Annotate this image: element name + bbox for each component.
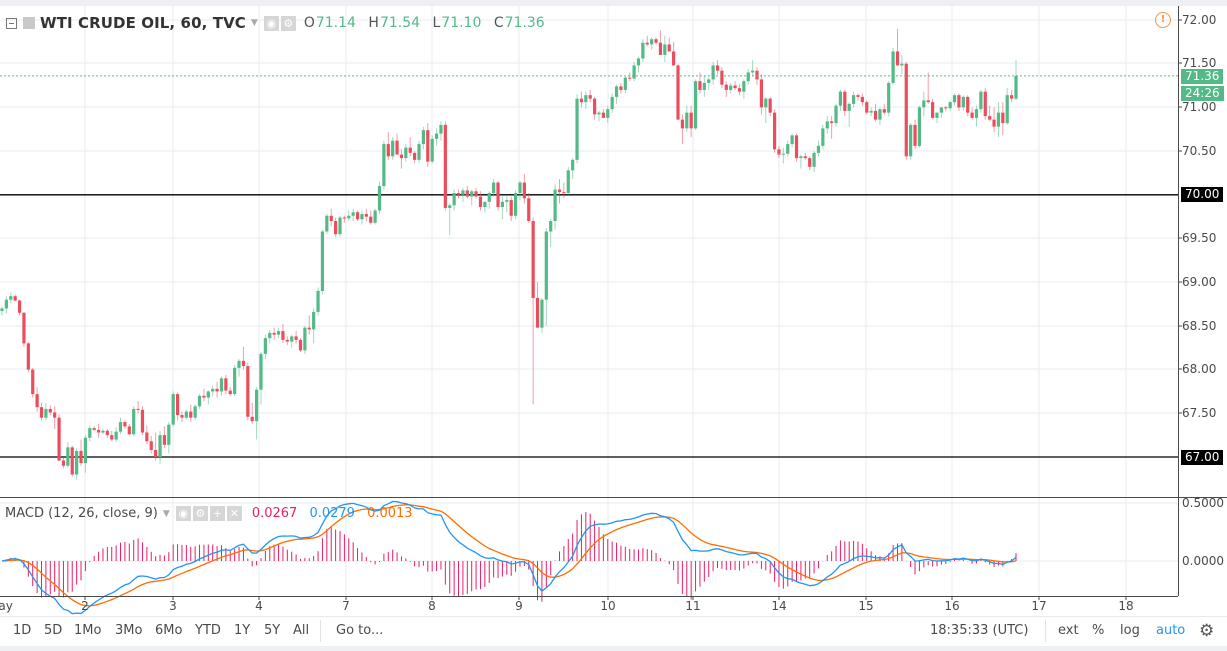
- percent-toggle[interactable]: %: [1092, 623, 1105, 638]
- price-tick-label: 68.00: [1182, 362, 1217, 376]
- macd-legend: MACD (12, 26, close, 9) ▼ ◉ ⚙ + ✕ 0.0267…: [5, 506, 413, 521]
- high-value: 71.54: [379, 15, 421, 31]
- bottom-toolbar: [0, 616, 1227, 647]
- log-toggle[interactable]: log: [1120, 623, 1140, 638]
- time-tick-label: 8: [428, 599, 436, 613]
- close-value: 71.36: [504, 15, 545, 31]
- close-x-icon[interactable]: ✕: [226, 506, 242, 521]
- range-button-5y[interactable]: 5Y: [264, 623, 281, 638]
- price-tick-label: 68.50: [1182, 319, 1217, 333]
- horizontal-level-lines: [0, 194, 1178, 458]
- price-tick-label: 69.50: [1182, 231, 1217, 245]
- time-tick-label: 7: [342, 599, 350, 613]
- add-plus-icon[interactable]: +: [209, 506, 225, 521]
- range-button-1d[interactable]: 1D: [13, 623, 32, 638]
- open-key: O: [303, 15, 315, 31]
- price-chart[interactable]: [0, 0, 1227, 616]
- separator: [1045, 620, 1046, 642]
- visibility-eye-icon[interactable]: ◉: [175, 506, 191, 521]
- chevron-down-icon[interactable]: ▼: [250, 18, 258, 28]
- close-key: C: [493, 15, 504, 31]
- time-tick-label: 3: [169, 599, 177, 613]
- time-tick-label: 17: [1031, 599, 1047, 613]
- range-button-6mo[interactable]: 6Mo: [155, 623, 183, 638]
- ext-toggle[interactable]: ext: [1058, 623, 1079, 638]
- level-tag-67: 67.00: [1181, 450, 1224, 465]
- settings-gear-icon[interactable]: ⚙: [280, 15, 296, 31]
- macd-tick-label: 0.0000: [1182, 554, 1224, 568]
- symbol-title[interactable]: WTI CRUDE OIL, 60, TVC: [40, 14, 246, 32]
- separator: [320, 620, 321, 642]
- range-button-3mo[interactable]: 3Mo: [115, 623, 143, 638]
- macd-line-value: 0.0279: [309, 506, 355, 521]
- open-value: 71.14: [315, 15, 356, 31]
- settings-gear-icon[interactable]: ⚙: [192, 506, 208, 521]
- macd-signal-value: 0.0013: [367, 506, 413, 521]
- symbol-legend: WTI CRUDE OIL, 60, TVC ▼ ◉ ⚙ O71.14 H71.…: [6, 13, 553, 33]
- price-tick-label: 67.50: [1182, 406, 1217, 420]
- time-tick-label: 16: [944, 599, 960, 613]
- price-tick-label: 69.00: [1182, 275, 1217, 289]
- macd-histogram-value: 0.0267: [251, 506, 298, 521]
- ohlc-values: O71.14 H71.54 L71.10 C71.36: [304, 15, 553, 31]
- price-tick-label: 70.50: [1182, 144, 1217, 158]
- chevron-down-icon[interactable]: ▼: [162, 508, 170, 519]
- time-tick-label: 2: [81, 599, 89, 613]
- time-tick-label: 18: [1118, 599, 1134, 613]
- range-button-5d[interactable]: 5D: [44, 623, 63, 638]
- time-tick-label: May: [0, 599, 13, 613]
- utc-clock[interactable]: 18:35:33 (UTC): [930, 623, 1029, 638]
- time-tick-label: 9: [515, 599, 523, 613]
- low-key: L: [432, 15, 441, 31]
- visibility-eye-icon[interactable]: ◉: [263, 15, 279, 31]
- price-tick-label: 71.00: [1182, 100, 1217, 114]
- auto-toggle[interactable]: auto: [1156, 623, 1186, 638]
- macd-pane: [1, 500, 1017, 615]
- macd-title[interactable]: MACD (12, 26, close, 9): [5, 506, 158, 521]
- bar-countdown-tag: 24:26: [1181, 86, 1224, 101]
- price-tick-label: 71.50: [1182, 56, 1217, 70]
- chart-settings-gear-icon[interactable]: ⚙: [1199, 621, 1215, 641]
- time-tick-label: 15: [858, 599, 874, 613]
- top-strip: [0, 0, 1227, 6]
- range-button-1mo[interactable]: 1Mo: [74, 623, 102, 638]
- axes-borders: [0, 6, 1227, 600]
- last-price-tag: 71.36: [1181, 69, 1224, 84]
- price-tick-label: 72.00: [1182, 13, 1217, 27]
- alert-warning-icon[interactable]: !: [1155, 12, 1171, 28]
- candles: [0, 28, 1018, 480]
- time-tick-label: 11: [685, 599, 701, 613]
- macd-tick-label: 0.5000: [1182, 496, 1224, 510]
- low-value: 71.10: [441, 15, 482, 31]
- range-button-1y[interactable]: 1Y: [234, 623, 251, 638]
- time-tick-label: 14: [771, 599, 787, 613]
- level-tag-70: 70.00: [1181, 187, 1224, 202]
- bottom-strip: [0, 646, 1227, 651]
- goto-button[interactable]: Go to...: [336, 623, 384, 638]
- symbol-flag-icon: [23, 17, 35, 29]
- time-tick-label: 4: [255, 599, 263, 613]
- range-button-all[interactable]: All: [293, 623, 310, 638]
- range-button-ytd[interactable]: YTD: [195, 623, 221, 638]
- high-key: H: [368, 15, 379, 31]
- time-tick-label: 10: [600, 599, 616, 613]
- collapse-icon[interactable]: [6, 17, 17, 29]
